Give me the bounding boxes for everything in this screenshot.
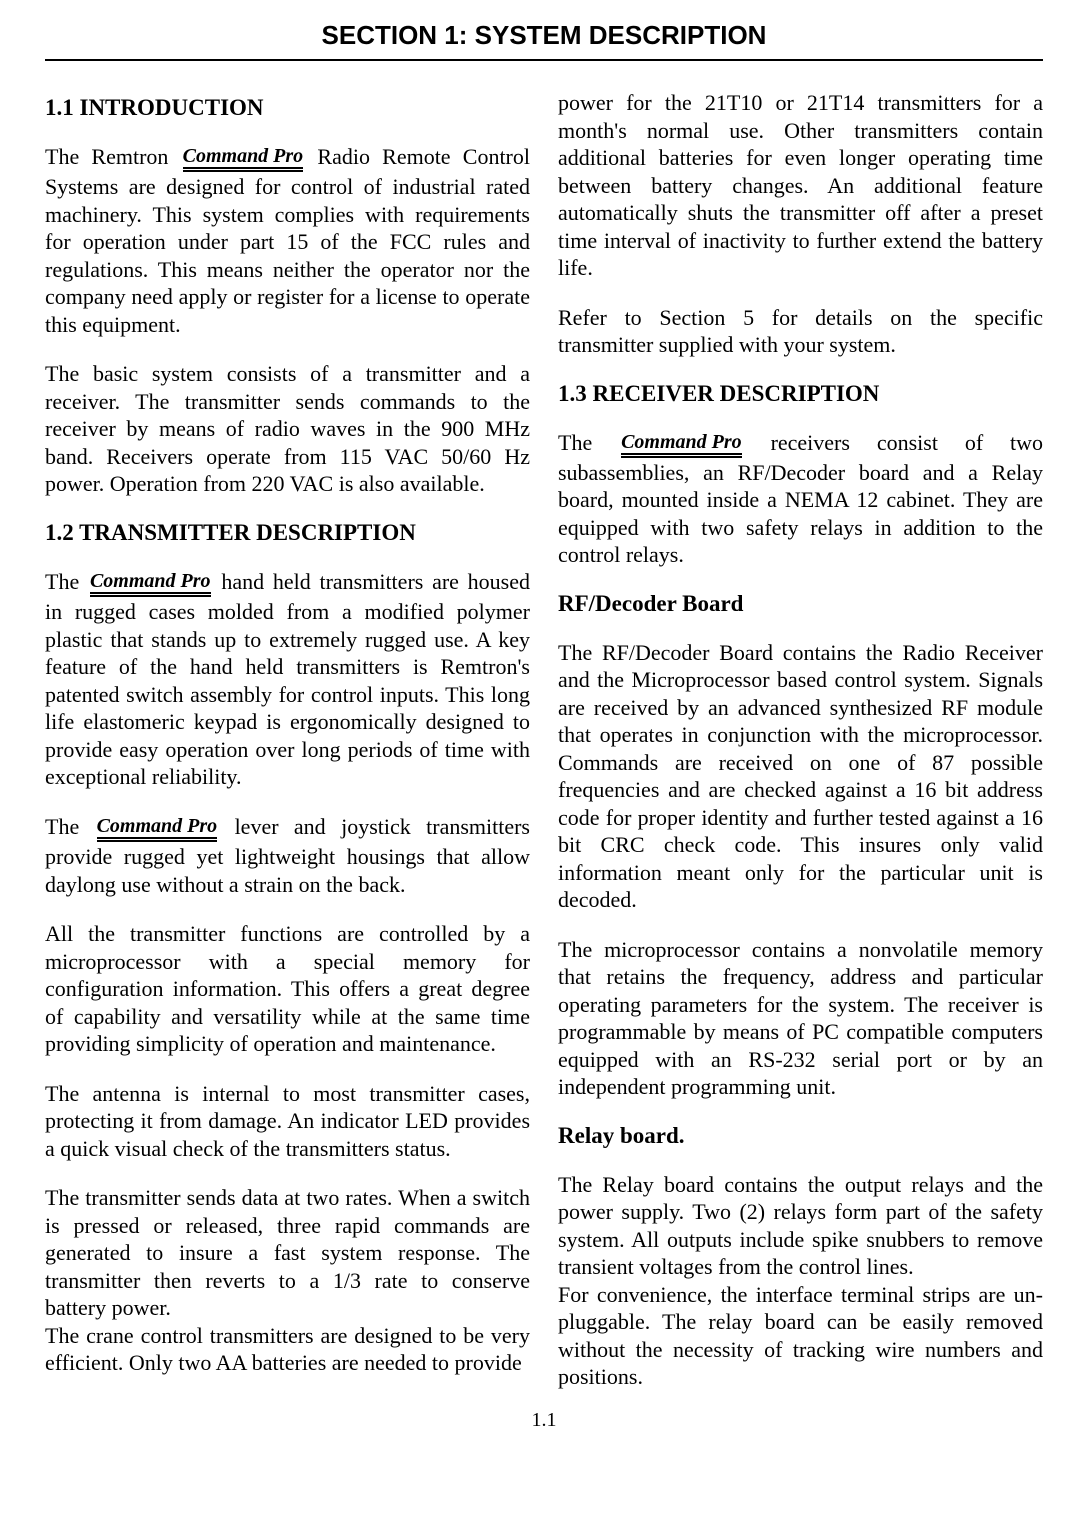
logo-underline: [97, 837, 218, 843]
logo-underline: [90, 592, 211, 598]
text: hand held transmitters are housed in rug…: [45, 569, 530, 789]
command-pro-logo: Command Pro: [88, 569, 213, 598]
command-pro-logo: Command Pro: [619, 430, 744, 459]
paragraph: The Remtron Command Pro Radio Remote Con…: [45, 143, 530, 338]
heading-1-2: 1.2 TRANSMITTER DESCRIPTION: [45, 520, 530, 546]
subheading-relay-board: Relay board.: [558, 1123, 1043, 1149]
text: The: [45, 569, 88, 594]
left-column: 1.1 INTRODUCTION The Remtron Command Pro…: [45, 89, 530, 1391]
heading-1-1: 1.1 INTRODUCTION: [45, 95, 530, 121]
paragraph: The basic system consists of a transmitt…: [45, 360, 530, 498]
paragraph: The RF/Decoder Board contains the Radio …: [558, 639, 1043, 914]
text: The Remtron: [45, 144, 181, 169]
logo-text: Command Pro: [90, 570, 211, 592]
logo-text: Command Pro: [183, 145, 304, 167]
heading-1-3: 1.3 RECEIVER DESCRIPTION: [558, 381, 1043, 407]
paragraph: The microprocessor contains a nonvolatil…: [558, 936, 1043, 1101]
paragraph: power for the 21T10 or 21T14 transmitter…: [558, 89, 1043, 282]
paragraph: The Command Pro hand held transmitters a…: [45, 568, 530, 791]
logo-text: Command Pro: [97, 815, 218, 837]
paragraph: The Command Pro lever and joystick trans…: [45, 813, 530, 898]
command-pro-logo: Command Pro: [95, 814, 220, 843]
paragraph: For convenience, the interface terminal …: [558, 1281, 1043, 1391]
text: The: [45, 814, 95, 839]
right-column: power for the 21T10 or 21T14 transmitter…: [558, 89, 1043, 1391]
command-pro-logo: Command Pro: [181, 144, 306, 173]
text: The: [558, 430, 619, 455]
paragraph: The antenna is internal to most transmit…: [45, 1080, 530, 1163]
paragraph: The Relay board contains the output rela…: [558, 1171, 1043, 1281]
paragraph: The transmitter sends data at two rates.…: [45, 1184, 530, 1322]
logo-underline: [183, 167, 304, 173]
subheading-rf-decoder: RF/Decoder Board: [558, 591, 1043, 617]
content-columns: 1.1 INTRODUCTION The Remtron Command Pro…: [45, 89, 1043, 1391]
paragraph: All the transmitter functions are contro…: [45, 920, 530, 1058]
paragraph: Refer to Section 5 for details on the sp…: [558, 304, 1043, 359]
paragraph: The Command Pro receivers consist of two…: [558, 429, 1043, 569]
logo-underline: [621, 453, 742, 459]
page-number: 1.1: [45, 1409, 1043, 1432]
paragraph: The crane control transmitters are desig…: [45, 1322, 530, 1377]
section-header: SECTION 1: SYSTEM DESCRIPTION: [45, 20, 1043, 61]
logo-text: Command Pro: [621, 431, 742, 453]
